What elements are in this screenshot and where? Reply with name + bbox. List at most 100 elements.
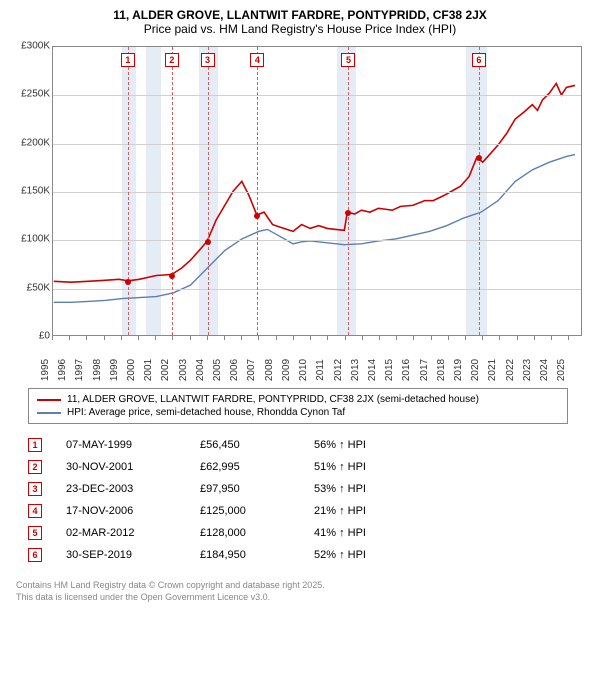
x-tick — [499, 336, 500, 340]
row-price: £125,000 — [200, 505, 290, 517]
sale-point — [125, 279, 131, 285]
x-tick — [241, 336, 242, 340]
chart-subtitle: Price paid vs. HM Land Registry's House … — [8, 22, 592, 36]
legend-item: HPI: Average price, semi-detached house,… — [37, 406, 559, 419]
table-row: 3 23-DEC-2003 £97,950 53% ↑ HPI — [28, 478, 592, 500]
x-tick — [379, 336, 380, 340]
x-tick — [293, 336, 294, 340]
y-gridline — [53, 95, 581, 96]
x-tick — [413, 336, 414, 340]
y-axis-label: £150K — [8, 186, 50, 197]
sale-point — [169, 273, 175, 279]
y-axis-label: £100K — [8, 234, 50, 245]
row-price: £184,950 — [200, 549, 290, 561]
x-tick — [534, 336, 535, 340]
row-marker: 3 — [28, 482, 42, 496]
row-price: £128,000 — [200, 527, 290, 539]
chart: 123456 199519961997199819992000200120022… — [8, 42, 592, 382]
y-axis-label: £0 — [8, 331, 50, 342]
x-tick — [172, 336, 173, 340]
row-marker: 4 — [28, 504, 42, 518]
x-tick — [86, 336, 87, 340]
sale-marker: 6 — [472, 53, 486, 67]
row-hpi-delta: 21% ↑ HPI — [314, 505, 404, 517]
legend-swatch — [37, 399, 61, 401]
x-tick — [465, 336, 466, 340]
footer-line: Contains HM Land Registry data © Crown c… — [16, 580, 592, 592]
x-tick — [327, 336, 328, 340]
row-marker: 5 — [28, 526, 42, 540]
chart-title: 11, ALDER GROVE, LLANTWIT FARDRE, PONTYP… — [8, 8, 592, 22]
footer-line: This data is licensed under the Open Gov… — [16, 592, 592, 604]
sale-marker: 2 — [165, 53, 179, 67]
x-tick — [396, 336, 397, 340]
row-date: 30-SEP-2019 — [66, 549, 176, 561]
x-tick — [207, 336, 208, 340]
row-price: £97,950 — [200, 483, 290, 495]
sale-point — [205, 239, 211, 245]
x-tick — [258, 336, 259, 340]
x-tick — [155, 336, 156, 340]
table-row: 630-SEP-2019£184,95052% ↑ HPI — [28, 544, 592, 566]
plot-area: 1 2 3 4 5 6 — [52, 46, 582, 336]
table-row: 5 02-MAR-2012 £128,000 41% ↑ HPI — [28, 522, 592, 544]
y-gridline — [53, 144, 581, 145]
sale-guideline — [128, 47, 129, 335]
y-axis-label: £200K — [8, 137, 50, 148]
row-date: 17-NOV-2006 — [66, 505, 176, 517]
row-marker: 2 — [28, 460, 42, 474]
x-tick — [482, 336, 483, 340]
row-date: 02-MAR-2012 — [66, 527, 176, 539]
x-tick — [104, 336, 105, 340]
legend-label: HPI: Average price, semi-detached house,… — [67, 407, 345, 418]
sale-marker: 5 — [341, 53, 355, 67]
row-hpi-delta: 56% ↑ HPI — [314, 439, 404, 451]
y-gridline — [53, 240, 581, 241]
sales-table: 1 07-MAY-1999 £56,450 56% ↑ HPI 2 30-NOV-2001… — [28, 434, 592, 566]
table-row: 230-NOV-2001£62,99551% ↑ HPI — [28, 456, 592, 478]
sale-marker: 3 — [201, 53, 215, 67]
y-gridline — [53, 289, 581, 290]
legend-swatch — [37, 412, 61, 414]
x-tick — [121, 336, 122, 340]
sale-guideline — [257, 47, 258, 335]
x-tick — [568, 336, 569, 340]
row-date: 30-NOV-2001 — [66, 461, 176, 473]
x-tick — [69, 336, 70, 340]
row-date: 07-MAY-1999 — [66, 439, 176, 451]
table-row: 1 07-MAY-1999 £56,450 56% ↑ HPI — [28, 434, 592, 456]
row-marker: 1 — [28, 438, 42, 452]
row-date: 23-DEC-2003 — [66, 483, 176, 495]
sale-point — [476, 155, 482, 161]
x-tick — [362, 336, 363, 340]
x-tick — [448, 336, 449, 340]
x-tick — [310, 336, 311, 340]
sale-point — [254, 213, 260, 219]
footer-attribution: Contains HM Land Registry data © Crown c… — [16, 580, 592, 603]
y-axis-label: £250K — [8, 89, 50, 100]
x-tick — [190, 336, 191, 340]
row-price: £56,450 — [200, 439, 290, 451]
x-axis-label: 2025 — [556, 359, 580, 381]
table-row: 4 17-NOV-2006 £125,000 21% ↑ HPI — [28, 500, 592, 522]
row-hpi-delta: 51% ↑ HPI — [314, 461, 404, 473]
row-hpi-delta: 41% ↑ HPI — [314, 527, 404, 539]
line-canvas — [53, 47, 581, 335]
legend-label: 11, ALDER GROVE, LLANTWIT FARDRE, PONTYP… — [67, 394, 479, 405]
sale-guideline — [172, 47, 173, 335]
row-hpi-delta: 53% ↑ HPI — [314, 483, 404, 495]
sale-guideline — [348, 47, 349, 335]
sale-marker: 4 — [250, 53, 264, 67]
row-hpi-delta: 52% ↑ HPI — [314, 549, 404, 561]
x-tick — [551, 336, 552, 340]
x-tick — [138, 336, 139, 340]
sale-point — [345, 210, 351, 216]
sale-guideline — [479, 47, 480, 335]
y-gridline — [53, 192, 581, 193]
legend-item: 11, ALDER GROVE, LLANTWIT FARDRE, PONTYP… — [37, 393, 559, 406]
y-axis-label: £300K — [8, 41, 50, 52]
sale-guideline — [208, 47, 209, 335]
legend: 11, ALDER GROVE, LLANTWIT FARDRE, PONTYP… — [28, 388, 568, 424]
sale-marker: 1 — [121, 53, 135, 67]
y-axis-label: £50K — [8, 282, 50, 293]
